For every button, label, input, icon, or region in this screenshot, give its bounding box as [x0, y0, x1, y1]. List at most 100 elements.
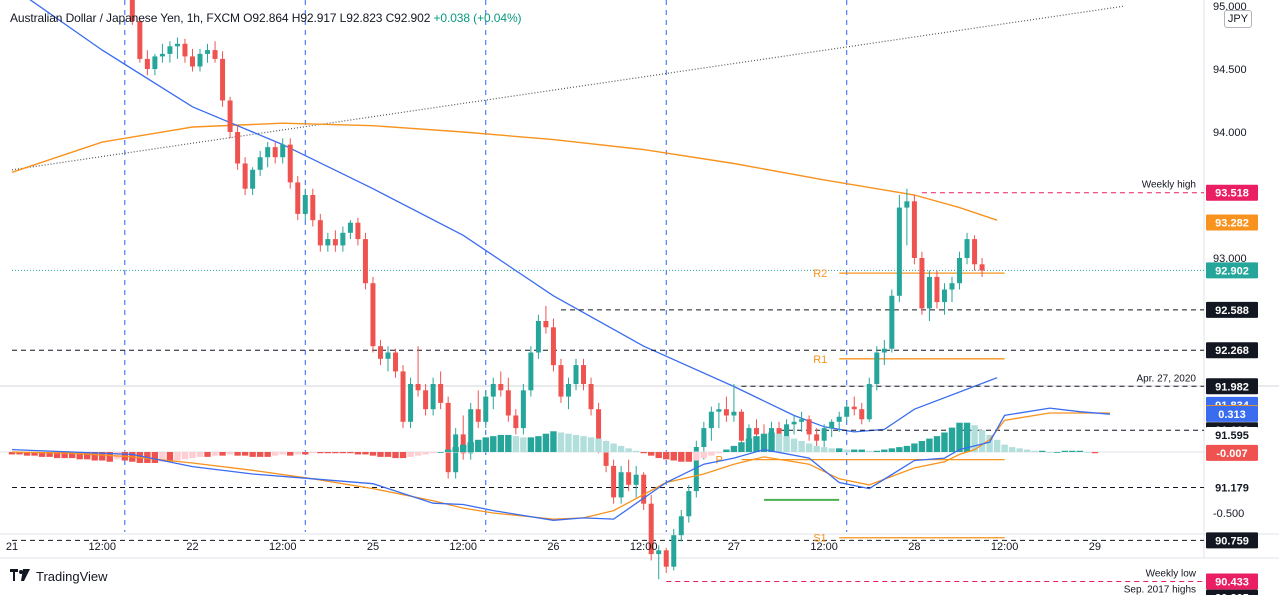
macd-label-bg — [1206, 405, 1258, 422]
candle-body — [453, 434, 459, 473]
histogram-bar — [46, 452, 53, 457]
candle-body — [686, 491, 692, 517]
candle-body — [535, 321, 541, 353]
level-caption: Apr. 27, 2020 — [1137, 373, 1197, 384]
histogram-bar — [84, 452, 91, 460]
level-caption: Weekly high — [1142, 180, 1196, 191]
sma-fast-line — [29, 0, 998, 433]
histogram-bar — [1084, 452, 1091, 453]
candle-body — [626, 472, 632, 485]
histogram-bar — [918, 441, 926, 452]
candle-body — [295, 182, 301, 214]
histogram-bar — [294, 452, 301, 455]
price-tick-label: 94.500 — [1213, 64, 1247, 76]
candle-body — [701, 428, 707, 447]
histogram-bar — [978, 430, 986, 452]
candle-body — [866, 384, 872, 420]
histogram-bar — [685, 452, 692, 462]
candle-body — [859, 409, 865, 420]
histogram-bar — [933, 436, 941, 452]
histogram-bar — [38, 452, 46, 457]
price-label-bg — [1206, 214, 1258, 231]
price-label-bg — [1206, 301, 1258, 318]
candle-body — [716, 409, 722, 412]
candle-body — [400, 371, 406, 422]
price-label-bg — [1206, 479, 1258, 496]
time-tick-label: 12:00 — [991, 541, 1019, 553]
histogram-bar — [993, 439, 1001, 452]
candle-body — [212, 50, 218, 59]
histogram-bar — [858, 449, 865, 452]
candle-body — [633, 474, 639, 485]
candle-body — [926, 276, 932, 309]
histogram-bar — [625, 448, 632, 452]
histogram-bar — [226, 452, 234, 455]
candle-body — [814, 434, 820, 441]
candle-body — [618, 472, 624, 498]
candle-body — [220, 58, 226, 101]
histogram-bar — [444, 449, 452, 452]
histogram-bar — [174, 452, 181, 461]
candle-body — [347, 222, 353, 233]
histogram-bar — [956, 422, 963, 452]
currency-button[interactable]: JPY — [1224, 10, 1252, 28]
candle-body — [656, 550, 662, 555]
histogram-bar — [798, 441, 805, 452]
candle-body — [791, 421, 797, 425]
histogram-bar — [490, 436, 497, 452]
time-tick-label: 21 — [6, 541, 18, 553]
time-tick-label: 22 — [186, 541, 198, 553]
histogram-bar — [166, 452, 174, 462]
price-label-bg — [1206, 342, 1258, 359]
candle-body — [227, 100, 233, 132]
candle-body — [272, 147, 278, 158]
histogram-bar — [655, 452, 662, 459]
histogram-bar — [204, 452, 211, 457]
histogram-bar — [429, 452, 437, 454]
histogram-bar — [783, 436, 790, 452]
close-label: C — [385, 11, 395, 25]
histogram-bar — [505, 434, 512, 452]
histogram-bar — [738, 442, 745, 452]
level-caption: Weekly low — [1146, 568, 1197, 579]
time-tick-label: 12:00 — [269, 541, 297, 553]
histogram-bar — [632, 450, 640, 452]
candle-body — [430, 384, 436, 410]
candle-body — [671, 535, 677, 567]
histogram-bar — [302, 452, 309, 455]
histogram-bar — [1091, 452, 1099, 454]
histogram-bar — [926, 438, 933, 452]
histogram-bar — [339, 452, 347, 454]
macd-value-label: 0.313 — [1218, 409, 1246, 421]
candle-body — [550, 327, 556, 366]
price-label-bg — [1206, 427, 1258, 444]
histogram-bar — [399, 452, 407, 459]
histogram-bar — [820, 447, 828, 452]
price-label: 91.595 — [1215, 430, 1249, 442]
candle-body — [979, 264, 985, 271]
candle-body — [144, 58, 150, 69]
pivot-label: R1 — [813, 354, 827, 366]
histogram-bar — [587, 437, 595, 452]
histogram-bar — [670, 452, 677, 461]
change-value: +0.038 (+0.04%) — [433, 11, 522, 25]
histogram-bar — [648, 452, 655, 456]
macd-tick-label: -0.500 — [1213, 508, 1244, 520]
histogram-bar — [1054, 452, 1061, 453]
time-tick-label: 12:00 — [630, 541, 658, 553]
histogram-bar — [8, 452, 16, 455]
histogram-bar — [1039, 450, 1046, 452]
price-label-bg — [1206, 184, 1258, 201]
candle-body — [844, 406, 850, 417]
candle-body — [851, 406, 857, 410]
price-label: 90.759 — [1215, 535, 1249, 547]
histogram-bar — [1069, 450, 1076, 452]
candle-body — [693, 447, 699, 492]
histogram-bar — [828, 448, 835, 452]
histogram-bar — [678, 452, 685, 462]
price-label: 92.588 — [1215, 305, 1249, 317]
histogram-bar — [903, 445, 911, 452]
candle-body — [385, 352, 391, 359]
